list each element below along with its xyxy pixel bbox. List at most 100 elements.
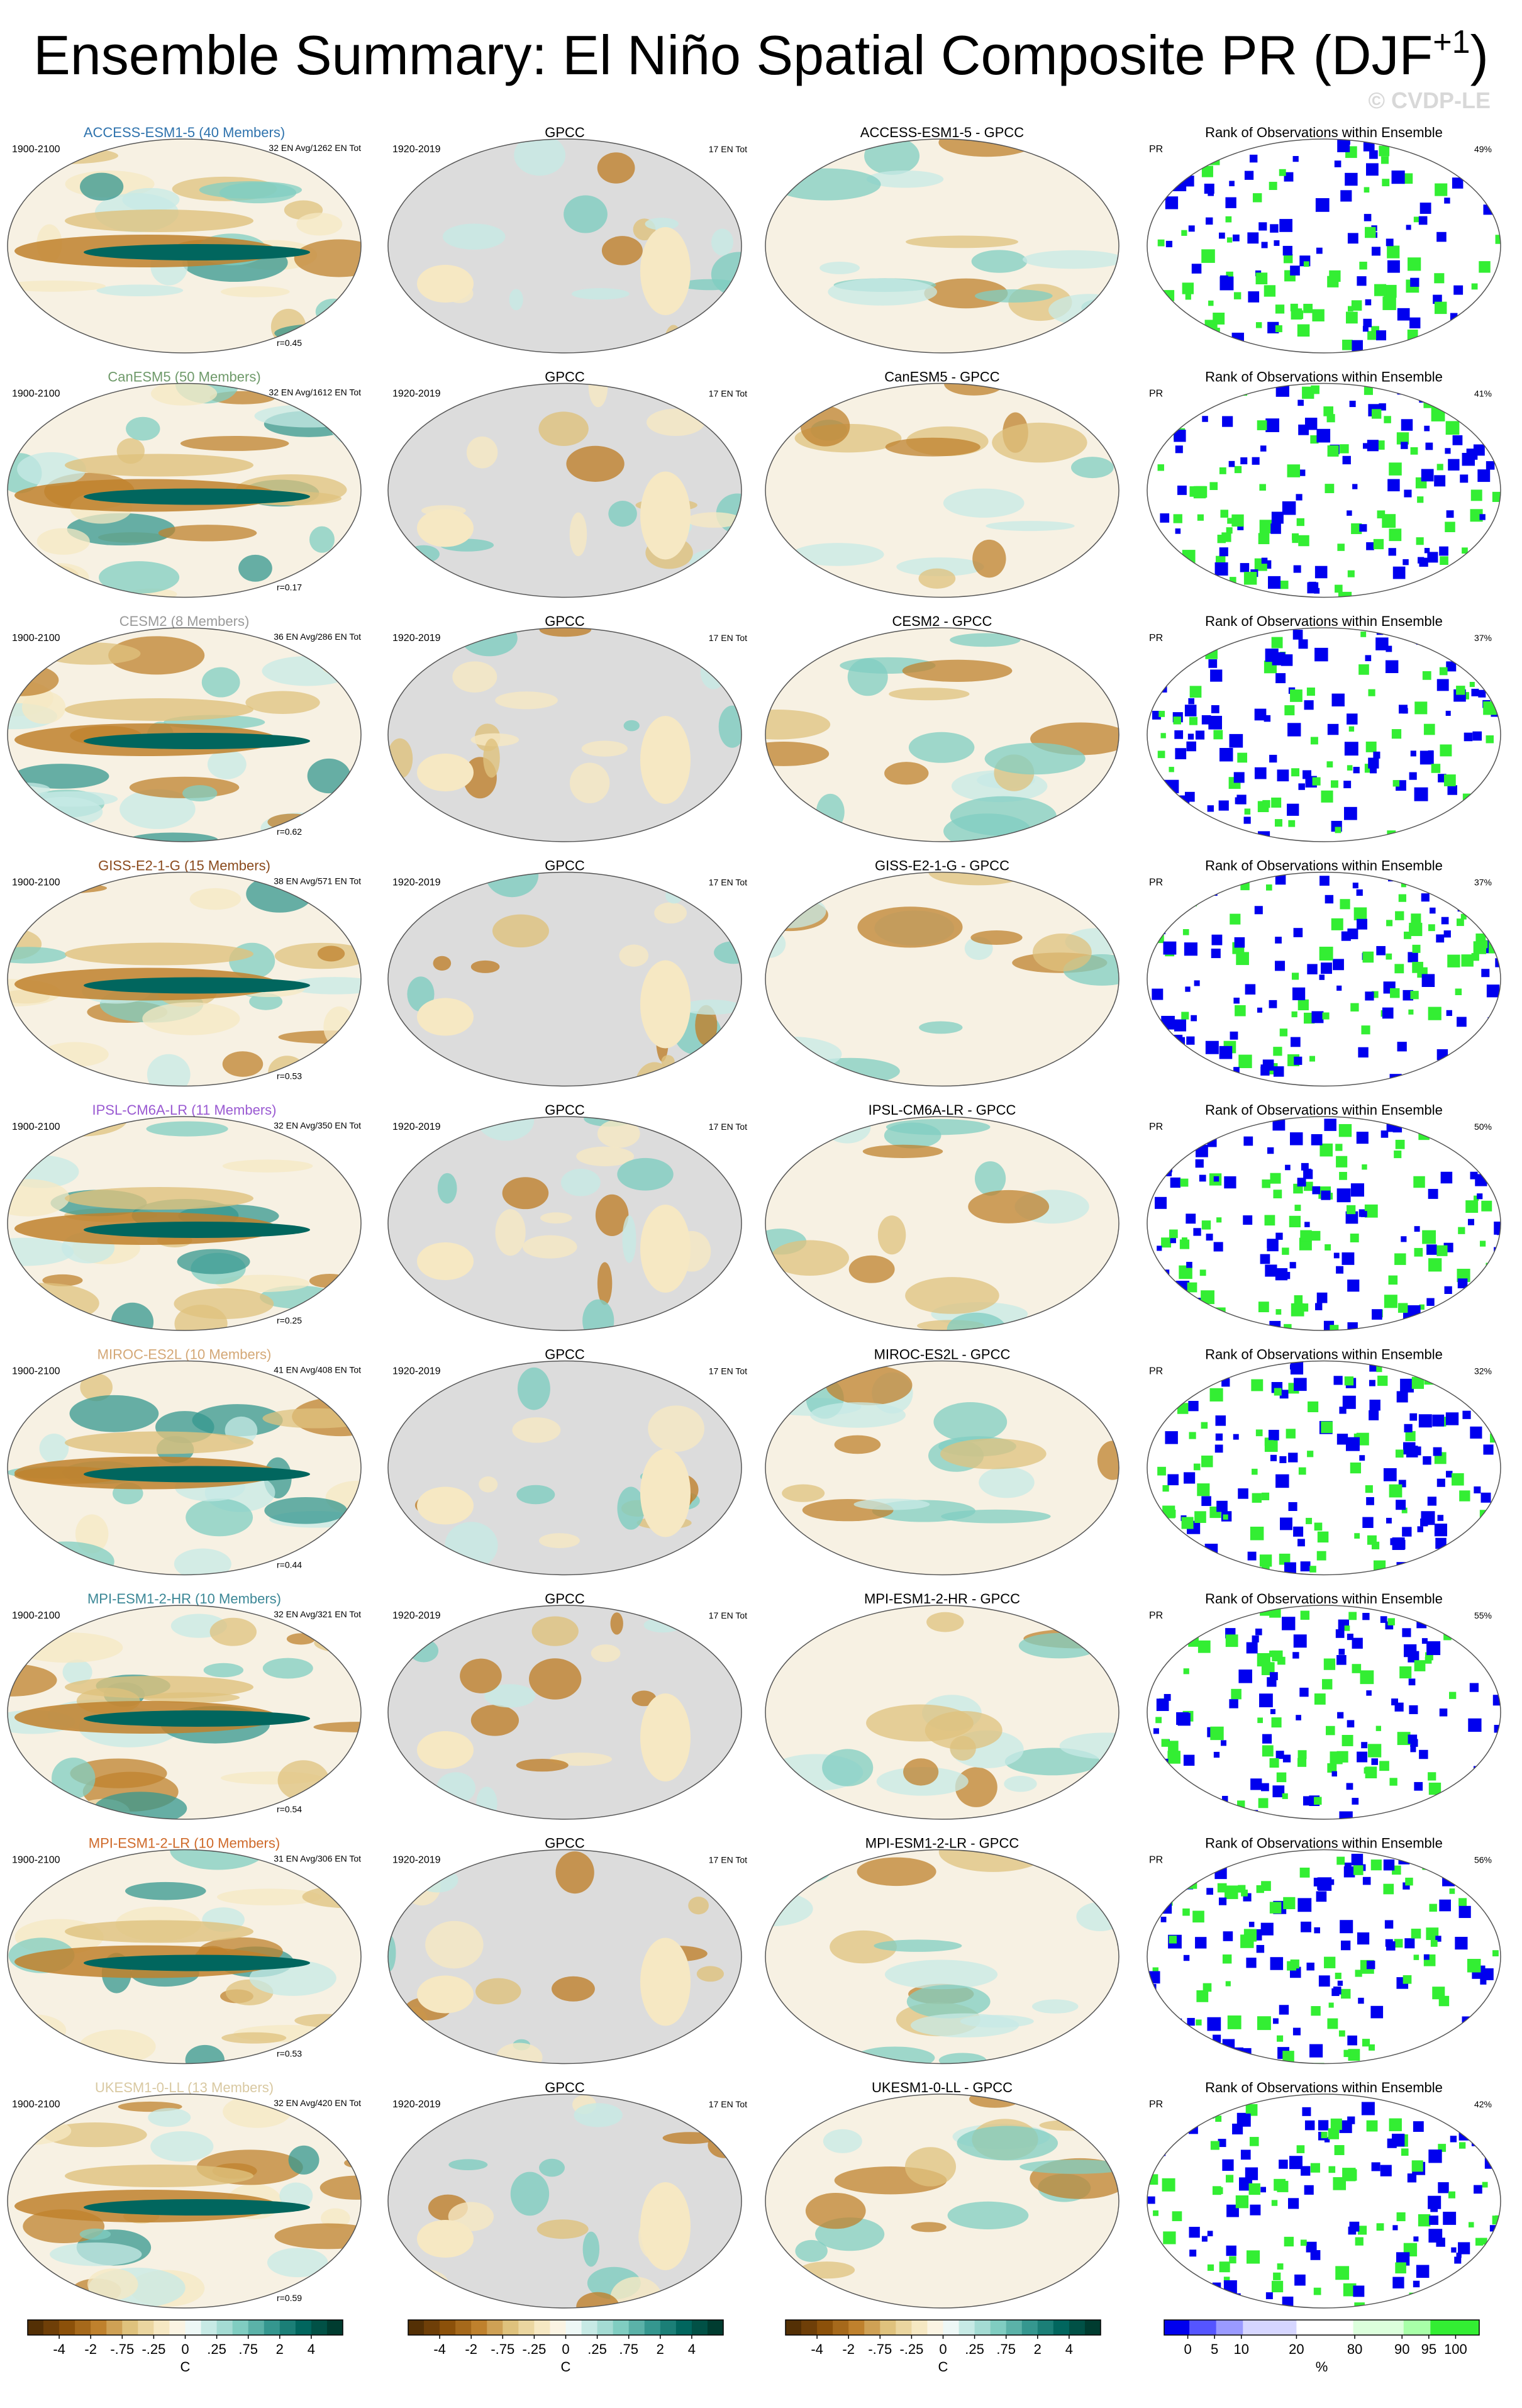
map-border: [387, 382, 742, 598]
rank-cell: [1227, 2015, 1241, 2029]
rank-cell: [1480, 1038, 1487, 1045]
rank-cell: [1376, 2223, 1384, 2231]
rank-cell: [1297, 1750, 1307, 1759]
rank-cell: [1330, 1751, 1343, 1764]
map: [388, 2094, 742, 2308]
rank-cell: [1195, 1937, 1207, 1949]
rank-cell: [1152, 837, 1163, 842]
rank-cell: [1183, 1954, 1190, 1961]
rank-cell: [1439, 1708, 1448, 1717]
rank-cell: [1424, 548, 1430, 554]
rank-cell: [1235, 1005, 1246, 1017]
rank-cell: [1352, 340, 1363, 352]
rank-cell: [1258, 222, 1267, 231]
land-patch: [448, 2159, 488, 2170]
rank-cell: [1307, 964, 1318, 974]
obs-stats: 17 EN Tot: [709, 1855, 747, 1865]
rank-cell: [1479, 514, 1486, 520]
rank-cell: [1427, 1497, 1437, 1506]
rank-cell: [1207, 2264, 1214, 2271]
rank-cell: [1361, 2102, 1375, 2115]
rank-cell: [1428, 1772, 1436, 1781]
land-patch: [536, 2219, 589, 2239]
rank-cell: [1450, 1800, 1461, 1810]
rank-cell: [1479, 1240, 1486, 1247]
rank-cell: [1487, 573, 1497, 583]
obs-stats: 17 EN Tot: [709, 633, 747, 643]
rank-title: Rank of Observations within Ensemble: [1205, 125, 1443, 140]
anomaly-patch: [765, 930, 786, 958]
land: [640, 1449, 691, 1537]
rank-cell: [1376, 330, 1387, 341]
rank-cell: [1367, 331, 1377, 340]
rank-cell: [1174, 555, 1184, 565]
rank-cell: [1494, 827, 1501, 839]
rank-cell: [1184, 1472, 1196, 1484]
anomaly-patch: [795, 2239, 828, 2262]
rank-cell: [1188, 886, 1197, 895]
anomaly-patch: [267, 2248, 328, 2278]
rank-cell: [1211, 582, 1220, 591]
rank-cell: [1290, 1959, 1299, 1969]
rank-cell: [1286, 1429, 1296, 1439]
map: [1147, 1361, 1501, 1575]
rank-cell: [1362, 1517, 1374, 1529]
rank-cell: [1160, 2287, 1167, 2293]
land-patch: [388, 1546, 435, 1575]
anomaly-patch: [277, 1760, 330, 1801]
land-patch: [452, 661, 497, 693]
rank-cell: [1443, 774, 1456, 786]
rank-cell: [1316, 1292, 1328, 1303]
rank-cell: [1254, 906, 1263, 915]
anomaly-patch: [970, 930, 1023, 945]
rank-cell: [1365, 163, 1379, 176]
anomaly-patch: [147, 1054, 191, 1086]
anomaly-patch: [222, 1051, 264, 1077]
rank-cell: [1268, 576, 1281, 589]
rank-cell: [1213, 313, 1225, 325]
rank-percent: 37%: [1474, 633, 1492, 643]
colorbar-swatch: [138, 2320, 154, 2335]
rank-title: Rank of Observations within Ensemble: [1205, 613, 1443, 629]
rank-cell: [1413, 1954, 1419, 1960]
rank-cell: [1321, 1679, 1333, 1690]
rank-cell: [1214, 1866, 1227, 1880]
rank-cell: [1240, 1934, 1254, 1948]
land-patch: [436, 1772, 475, 1804]
rank-cell: [1486, 570, 1497, 581]
land-patch: [574, 2103, 623, 2127]
rank-cell: [1229, 733, 1243, 748]
rank-cell: [1188, 225, 1195, 232]
rank-cell: [1442, 325, 1448, 331]
rank-cell: [1168, 1741, 1179, 1751]
rank-cell: [1383, 348, 1389, 353]
rank-cell: [1419, 203, 1431, 214]
rank-cell: [1488, 2060, 1499, 2064]
map: [8, 1361, 361, 1575]
rank-cell: [1270, 523, 1281, 534]
rank-cell: [1422, 1230, 1436, 1244]
rank-cell: [1176, 2288, 1190, 2301]
rank-cell: [1485, 1398, 1496, 1409]
rank-cell: [1288, 820, 1296, 827]
rank-cell: [1428, 1006, 1441, 1020]
rank-cell: [1480, 788, 1491, 798]
rank-cell: [1169, 895, 1177, 903]
obs-stats: 17 EN Tot: [709, 878, 747, 888]
rank-cell: [1347, 765, 1353, 771]
rank-cell: [1272, 1785, 1285, 1798]
rank-cell: [1388, 548, 1396, 556]
rank-cell: [1436, 1478, 1445, 1487]
rank-cell: [1375, 1725, 1381, 1731]
rank-cell: [1435, 183, 1448, 196]
rank-cell: [1475, 2238, 1484, 2246]
rank-cell: [1350, 1462, 1362, 1474]
rank-cell: [1360, 1211, 1367, 1217]
rank-variable: PR: [1149, 1855, 1163, 1866]
rank-cell: [1275, 937, 1282, 944]
rank-cell: [1436, 679, 1449, 691]
anomaly-patch: [203, 1663, 244, 1678]
colorbar-swatch: [864, 2320, 880, 2335]
land-patch: [470, 733, 519, 747]
colorbar-tick-label: -4: [433, 2341, 446, 2357]
